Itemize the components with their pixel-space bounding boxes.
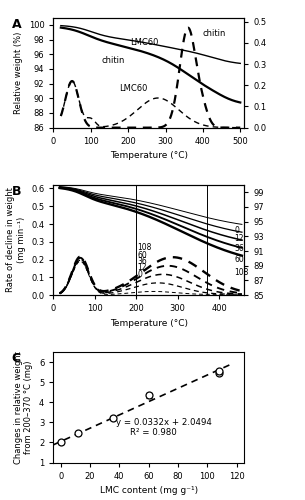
Text: B: B	[12, 185, 21, 198]
Text: 36: 36	[235, 244, 244, 253]
X-axis label: LMC content (mg g⁻¹): LMC content (mg g⁻¹)	[100, 486, 198, 495]
Text: 108: 108	[138, 243, 152, 252]
Y-axis label: Relative weight (%): Relative weight (%)	[14, 32, 23, 114]
X-axis label: Temperature (°C): Temperature (°C)	[110, 318, 188, 328]
Text: chitin: chitin	[203, 28, 226, 38]
Text: y = 0.0332x + 2.0494: y = 0.0332x + 2.0494	[117, 418, 212, 428]
Text: C: C	[12, 352, 20, 366]
Text: 0: 0	[138, 270, 142, 280]
Text: R² = 0.980: R² = 0.980	[130, 428, 176, 438]
Y-axis label: Changes in relative weight
from 200–370 °C (mg): Changes in relative weight from 200–370 …	[14, 351, 34, 464]
Text: 60: 60	[235, 255, 244, 264]
Text: 12: 12	[235, 234, 244, 244]
Text: 60: 60	[138, 251, 147, 260]
Y-axis label: Rate of decline in weight
(mg min⁻¹): Rate of decline in weight (mg min⁻¹)	[6, 188, 26, 292]
Text: 0: 0	[235, 226, 239, 234]
Text: 36: 36	[138, 257, 147, 266]
X-axis label: Temperature (°C): Temperature (°C)	[110, 151, 188, 160]
Text: LMC60: LMC60	[119, 84, 147, 93]
Text: LMC60: LMC60	[130, 38, 158, 48]
Text: 12: 12	[138, 263, 147, 272]
Text: chitin: chitin	[102, 56, 125, 65]
Text: 108: 108	[235, 268, 249, 276]
Text: A: A	[12, 18, 21, 30]
